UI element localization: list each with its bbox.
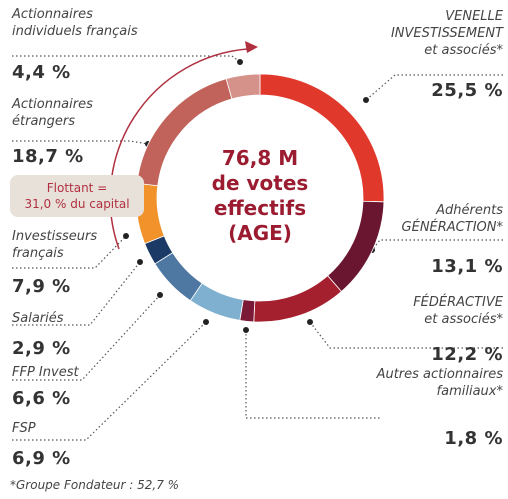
value-label: 18,7 % <box>12 146 84 167</box>
category-label: Actionnaires étrangers <box>12 97 93 129</box>
donut <box>135 73 385 323</box>
footnote: *Groupe Fondateur : 52,7 % <box>10 478 180 492</box>
category-label: Adhérents GÉNÉRACTION* <box>401 203 503 235</box>
slice <box>253 275 342 323</box>
arrow-head <box>245 41 258 53</box>
category-label: Actionnaires individuels français <box>12 7 138 39</box>
value-label: 25,5 % <box>431 80 503 101</box>
category-label: Investisseurs français <box>12 229 98 261</box>
value-label: 13,1 % <box>431 256 503 277</box>
value-label: 12,2 % <box>431 344 503 365</box>
value-label: 6,9 % <box>12 448 71 469</box>
category-label: FÉDÉRACTIVE et associés* <box>413 295 503 327</box>
center-text: 76,8 M de votes effectifs (AGE) <box>211 146 309 245</box>
category-label: VENELLE INVESTISSEMENT et associés* <box>390 9 503 58</box>
value-label: 2,9 % <box>12 338 71 359</box>
value-label: 6,6 % <box>12 388 71 409</box>
annotation: Flottant = 31,0 % du capital <box>10 175 144 217</box>
value-label: 7,9 % <box>12 276 71 297</box>
value-label: 1,8 % <box>444 428 503 449</box>
value-label: 4,4 % <box>12 62 71 83</box>
category-label: Autres actionnaires familiaux* <box>376 367 503 399</box>
category-label: FFP Invest <box>12 365 79 380</box>
category-label: FSP <box>12 421 36 436</box>
category-label: Salariés <box>12 311 64 326</box>
slice <box>225 73 261 100</box>
leaders <box>12 55 503 441</box>
